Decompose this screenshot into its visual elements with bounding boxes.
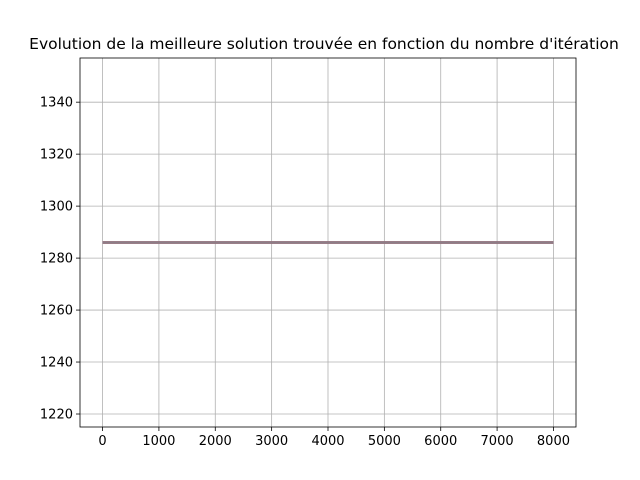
y-tick-label: 1260 xyxy=(40,304,73,319)
y-tick-label: 1240 xyxy=(40,356,73,371)
y-tick-label: 1300 xyxy=(40,200,73,215)
y-tick-label: 1340 xyxy=(40,96,73,111)
x-tick-label: 7000 xyxy=(481,434,514,449)
y-tick-label: 1280 xyxy=(40,252,73,267)
x-axis-ticks: 0 1000 2000 3000 4000 5000 6000 7000 8000 xyxy=(98,427,570,449)
y-tick-label: 1320 xyxy=(40,148,73,163)
x-tick-label: 4000 xyxy=(311,434,344,449)
y-tick-label: 1220 xyxy=(40,408,73,423)
x-tick-label: 5000 xyxy=(368,434,401,449)
y-axis-ticks: 1220 1240 1260 1280 1300 1320 1340 xyxy=(40,96,80,423)
x-tick-label: 6000 xyxy=(424,434,457,449)
chart-title: Evolution de la meilleure solution trouv… xyxy=(29,35,619,53)
x-tick-label: 1000 xyxy=(142,434,175,449)
x-tick-label: 0 xyxy=(98,434,106,449)
x-tick-label: 8000 xyxy=(537,434,570,449)
x-tick-label: 2000 xyxy=(199,434,232,449)
x-tick-label: 3000 xyxy=(255,434,288,449)
